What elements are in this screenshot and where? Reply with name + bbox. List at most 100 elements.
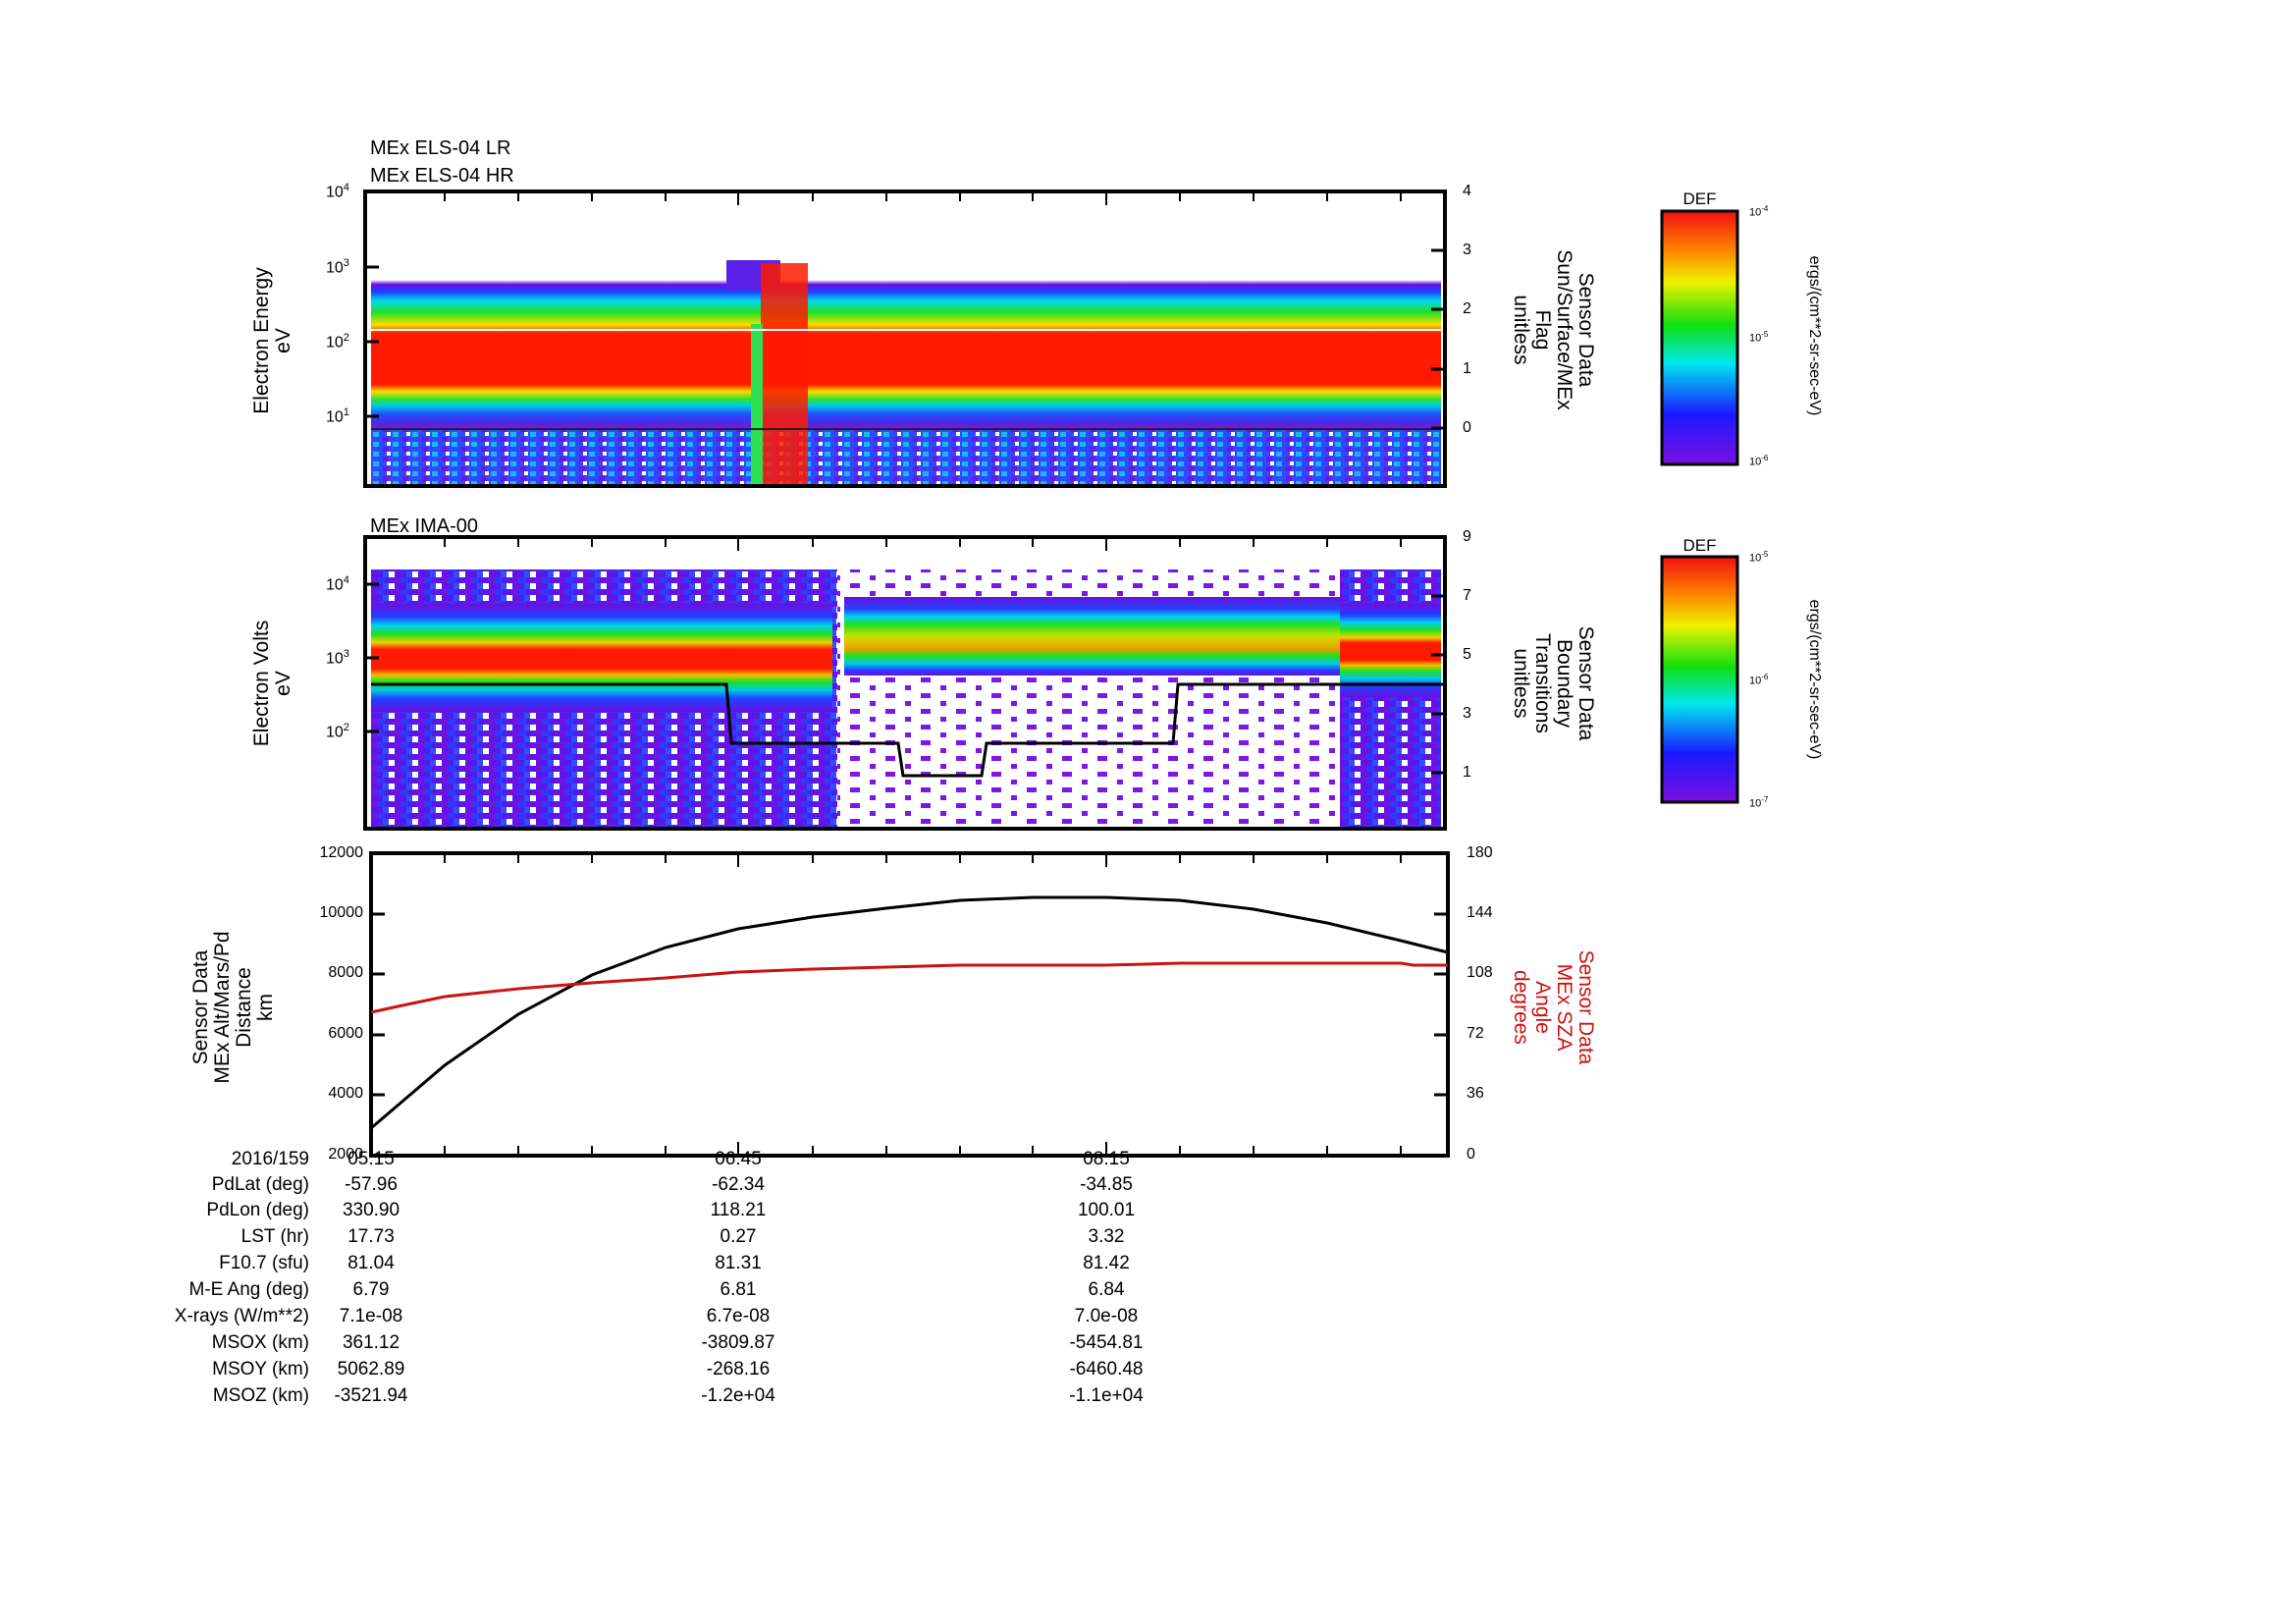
orbit-y2tick: 72 — [1467, 1025, 1484, 1042]
ima-y2tick: 3 — [1463, 705, 1471, 722]
ima-ytick: 103 — [326, 648, 349, 668]
eph-value: 81.31 — [715, 1253, 762, 1273]
orbit-y2label-line1: Sensor Data — [1575, 949, 1597, 1065]
orbit-frame — [369, 851, 1450, 1158]
eph-value: 17.73 — [347, 1226, 395, 1247]
orbit-ylabel-line2: MEx Alt/Mars/Pd — [211, 931, 234, 1084]
els-colorbar-max: 10-4 — [1749, 204, 1769, 219]
eph-value: -5454.81 — [1069, 1332, 1144, 1353]
orbit-y2tick: 180 — [1467, 844, 1493, 861]
ima-spectrogram — [371, 569, 1445, 829]
els-y2tick: 1 — [1463, 360, 1471, 377]
ima-ytick: 102 — [326, 722, 349, 741]
eph-value: -1.1e+04 — [1069, 1385, 1144, 1406]
ima-y2tick: 5 — [1463, 646, 1471, 663]
ima-y2label-line4: unitless — [1510, 648, 1532, 719]
eph-value: -1.2e+04 — [701, 1385, 775, 1406]
els-y2tick: 4 — [1463, 183, 1471, 199]
ima-y2label-line2: Boundary — [1553, 639, 1575, 728]
eph-value: 81.42 — [1083, 1253, 1130, 1273]
orbit-y2tick: 36 — [1467, 1085, 1484, 1102]
ima-ytick: 104 — [326, 574, 349, 594]
eph-value: 5062.89 — [337, 1359, 405, 1380]
ima-colorbar-mid: 10-6 — [1749, 673, 1769, 687]
els-colorbar-mid: 10-5 — [1749, 330, 1769, 345]
ima-y2label-line3: Transitions — [1531, 633, 1554, 733]
eph-label: MSOX (km) — [211, 1332, 309, 1353]
ima-y2label: Sensor Data Boundary Transitions unitles… — [1506, 585, 1597, 782]
els-colorbar-units: ergs/(cm**2-sr-sec-eV) — [1806, 255, 1823, 416]
eph-value: -3521.94 — [334, 1385, 408, 1406]
els-title-lr: MEx ELS-04 LR — [370, 137, 511, 159]
orbit-y2tick: 0 — [1467, 1146, 1475, 1163]
orbit-y2label-line4: degrees — [1510, 970, 1532, 1045]
eph-value: -6460.48 — [1069, 1359, 1144, 1380]
eph-value: 7.0e-08 — [1074, 1306, 1139, 1326]
eph-value: 0.27 — [720, 1226, 757, 1247]
els-colorbar-min: 10-6 — [1749, 454, 1769, 468]
orbit-ylabel-line4: km — [254, 994, 277, 1021]
ima-colorbar-units: ergs/(cm**2-sr-sec-eV) — [1806, 599, 1823, 760]
ima-colorbar-max: 10-5 — [1749, 550, 1769, 565]
els-y2tick: 0 — [1463, 419, 1471, 436]
orbit-ytick: 12000 — [319, 844, 364, 861]
orbit-ylabel-line3: Distance — [233, 967, 255, 1048]
ima-frame — [363, 535, 1447, 831]
eph-value: -3809.87 — [701, 1332, 775, 1353]
orbit-y2label-line3: Angle — [1531, 981, 1554, 1034]
ima-ylabel: Electron Volts eV — [250, 585, 298, 782]
eph-label: M-E Ang (deg) — [188, 1279, 310, 1300]
eph-value: 6.7e-08 — [706, 1306, 771, 1326]
orbit-y2label-line2: MEx SZA — [1553, 963, 1575, 1052]
orbit-ytick: 6000 — [328, 1025, 363, 1042]
eph-label: F10.7 (sfu) — [219, 1253, 309, 1273]
orbit-ylabel: Sensor Data MEx Alt/Mars/Pd Distance km — [189, 894, 281, 1120]
eph-value: 100.01 — [1077, 1200, 1136, 1220]
els-ytick: 103 — [326, 257, 349, 277]
eph-label: PdLat (deg) — [211, 1174, 309, 1195]
eph-value: 330.90 — [342, 1200, 400, 1220]
els-frame — [363, 189, 1447, 488]
els-colorbar-title: DEF — [1682, 189, 1717, 208]
els-spectrogram — [371, 260, 1441, 487]
ima-colorbar — [1660, 555, 1739, 804]
els-y2tick: 3 — [1463, 242, 1471, 258]
eph-value: 118.21 — [710, 1200, 767, 1220]
eph-value: -34.85 — [1080, 1174, 1133, 1195]
ima-title: MEx IMA-00 — [370, 515, 479, 537]
eph-value: -62.34 — [712, 1174, 765, 1195]
eph-value: 7.1e-08 — [339, 1306, 403, 1326]
y-ticks — [365, 248, 1448, 1097]
ima-y2label-line1: Sensor Data — [1575, 625, 1597, 741]
eph-value: 81.04 — [347, 1253, 395, 1273]
orbit-ylabel-line1: Sensor Data — [189, 949, 212, 1065]
orbit-ytick: 10000 — [319, 904, 364, 921]
eph-label: MSOY (km) — [212, 1359, 309, 1380]
orbit-ytick: 8000 — [328, 964, 363, 981]
eph-value: 361.12 — [342, 1332, 400, 1353]
sza-line — [370, 961, 1448, 1014]
ima-colorbar-min: 10-7 — [1749, 795, 1769, 810]
orbit-y2tick: 108 — [1467, 964, 1493, 981]
eph-value: 6.84 — [1088, 1279, 1125, 1300]
time-ticks — [444, 191, 1402, 1156]
els-colorbar — [1660, 209, 1739, 466]
eph-label: LST (hr) — [240, 1226, 309, 1247]
eph-value: -268.16 — [706, 1359, 771, 1380]
ima-ylabel-line1: Electron Volts — [250, 620, 273, 747]
altitude-line — [370, 895, 1449, 1130]
ima-ylabel-line2: eV — [272, 671, 294, 696]
ima-y2tick: 1 — [1463, 764, 1471, 781]
eph-value: -57.96 — [345, 1174, 398, 1195]
ima-colorbar-title: DEF — [1682, 536, 1717, 555]
els-y2tick: 2 — [1463, 300, 1471, 317]
els-ytick: 102 — [326, 332, 349, 352]
ima-y2tick: 7 — [1463, 587, 1471, 604]
eph-value: 05:15 — [347, 1149, 395, 1169]
eph-value: 3.32 — [1088, 1226, 1125, 1247]
orbit-y2label: Sensor Data MEx SZA Angle degrees — [1506, 919, 1597, 1096]
eph-label: 2016/159 — [231, 1149, 309, 1169]
orbit-y2tick: 144 — [1467, 904, 1493, 921]
eph-value: 06:45 — [715, 1149, 762, 1169]
